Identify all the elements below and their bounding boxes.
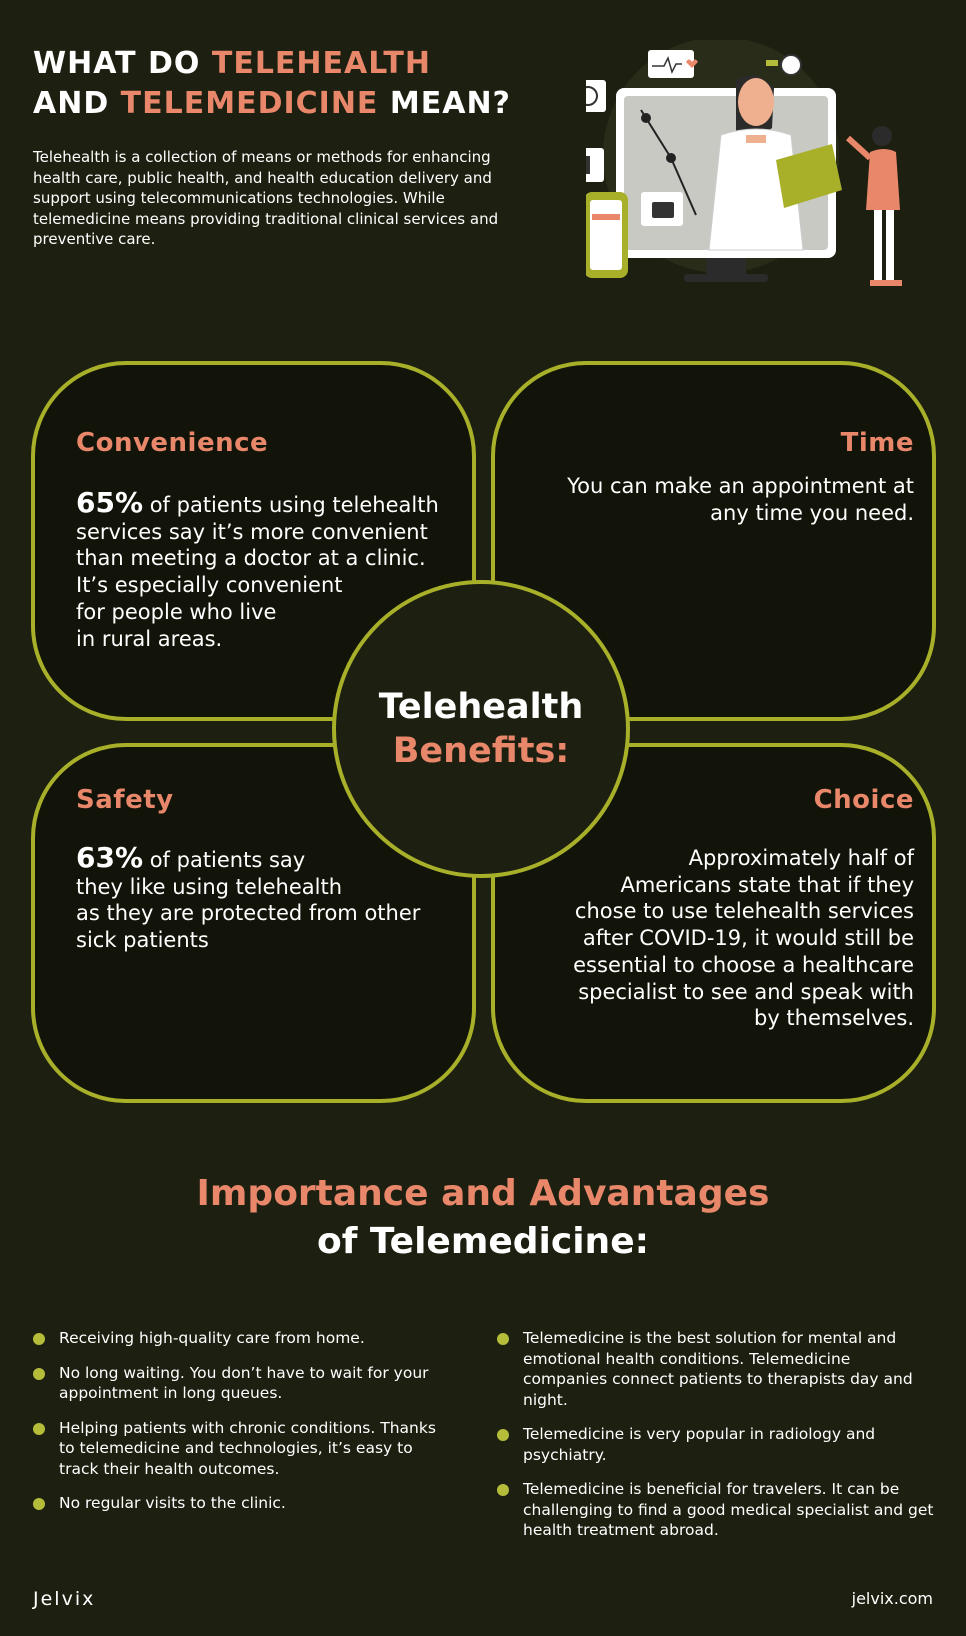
list-item: Receiving high-quality care from home. bbox=[33, 1328, 453, 1349]
advantages-title-line2: of Telemedicine: bbox=[316, 1221, 650, 1262]
benefit-stat-convenience: 65% bbox=[76, 486, 144, 519]
bullet-dot-icon bbox=[497, 1484, 509, 1496]
benefit-title-choice: Choice bbox=[813, 785, 914, 815]
list-item-text: Telemedicine is very popular in radiolog… bbox=[523, 1425, 876, 1464]
benefit-text-safety: of patients say they like using teleheal… bbox=[76, 848, 421, 953]
benefit-body-convenience: 65% of patients using telehealth service… bbox=[76, 489, 466, 652]
bullet-dot-icon bbox=[33, 1498, 45, 1510]
benefit-title-safety: Safety bbox=[76, 785, 174, 815]
benefit-stat-safety: 63% bbox=[76, 841, 144, 874]
bullet-dot-icon bbox=[497, 1333, 509, 1345]
title-part2: AND bbox=[33, 86, 121, 121]
bullet-dot-icon bbox=[33, 1333, 45, 1345]
benefit-body-time: You can make an appointment at any time … bbox=[567, 474, 914, 525]
bullet-dot-icon bbox=[33, 1422, 45, 1435]
hub-title-line1: Telehealth bbox=[378, 687, 584, 727]
title-part1: WHAT DO bbox=[33, 46, 212, 81]
page-title: WHAT DO TELEHEALTH AND TELEMEDICINE MEAN… bbox=[33, 44, 511, 124]
benefits-hub-circle: Telehealth Benefits: bbox=[332, 580, 630, 878]
list-item-text: Receiving high-quality care from home. bbox=[59, 1329, 365, 1347]
list-item: No long waiting. You don’t have to wait … bbox=[33, 1363, 453, 1404]
benefit-body-safety: 63% of patients say they like using tele… bbox=[76, 844, 466, 954]
benefit-card-time: Time You can make an appointment at any … bbox=[491, 361, 936, 721]
jelvix-logo: Jelvix bbox=[33, 1588, 96, 1610]
benefit-card-choice: Choice Approximately half of Americans s… bbox=[491, 743, 936, 1103]
list-item: Telemedicine is beneficial for travelers… bbox=[497, 1479, 937, 1541]
list-item-text: Telemedicine is beneficial for travelers… bbox=[523, 1480, 934, 1539]
list-item: No regular visits to the clinic. bbox=[33, 1493, 453, 1514]
list-item-text: Helping patients with chronic conditions… bbox=[59, 1418, 436, 1478]
advantages-title: Importance and Advantages of Telemedicin… bbox=[0, 1170, 966, 1266]
advantages-list-left: Receiving high-quality care from home. N… bbox=[33, 1328, 453, 1528]
benefit-title-time: Time bbox=[840, 428, 914, 458]
bullet-dot-icon bbox=[33, 1367, 45, 1380]
advantages-title-line1: Importance and Advantages bbox=[196, 1173, 770, 1214]
benefit-title-convenience: Convenience bbox=[76, 428, 269, 458]
doctor-at-screen-illustration bbox=[586, 40, 902, 286]
title-accent-telehealth: TELEHEALTH bbox=[211, 46, 431, 81]
bullet-dot-icon bbox=[497, 1429, 509, 1441]
list-item: Telemedicine is the best solution for me… bbox=[497, 1328, 937, 1410]
list-item-text: No long waiting. You don’t have to wait … bbox=[59, 1363, 429, 1403]
list-item: Telemedicine is very popular in radiolog… bbox=[497, 1424, 937, 1465]
list-item-text: No regular visits to the clinic. bbox=[59, 1494, 286, 1512]
title-accent-telemedicine: TELEMEDICINE bbox=[120, 86, 379, 121]
footer-url-link[interactable]: jelvix.com bbox=[851, 1589, 933, 1608]
title-part3: MEAN? bbox=[378, 86, 511, 121]
benefit-body-choice: Approximately half of Americans state th… bbox=[573, 846, 914, 1031]
hub-title-line2: Benefits: bbox=[392, 731, 570, 771]
intro-paragraph: Telehealth is a collection of means or m… bbox=[33, 148, 499, 248]
benefit-text-convenience: of patients using telehealth services sa… bbox=[76, 493, 439, 651]
list-item-text: Telemedicine is the best solution for me… bbox=[523, 1329, 913, 1409]
advantages-list-right: Telemedicine is the best solution for me… bbox=[497, 1328, 937, 1555]
list-item: Helping patients with chronic conditions… bbox=[33, 1418, 453, 1480]
